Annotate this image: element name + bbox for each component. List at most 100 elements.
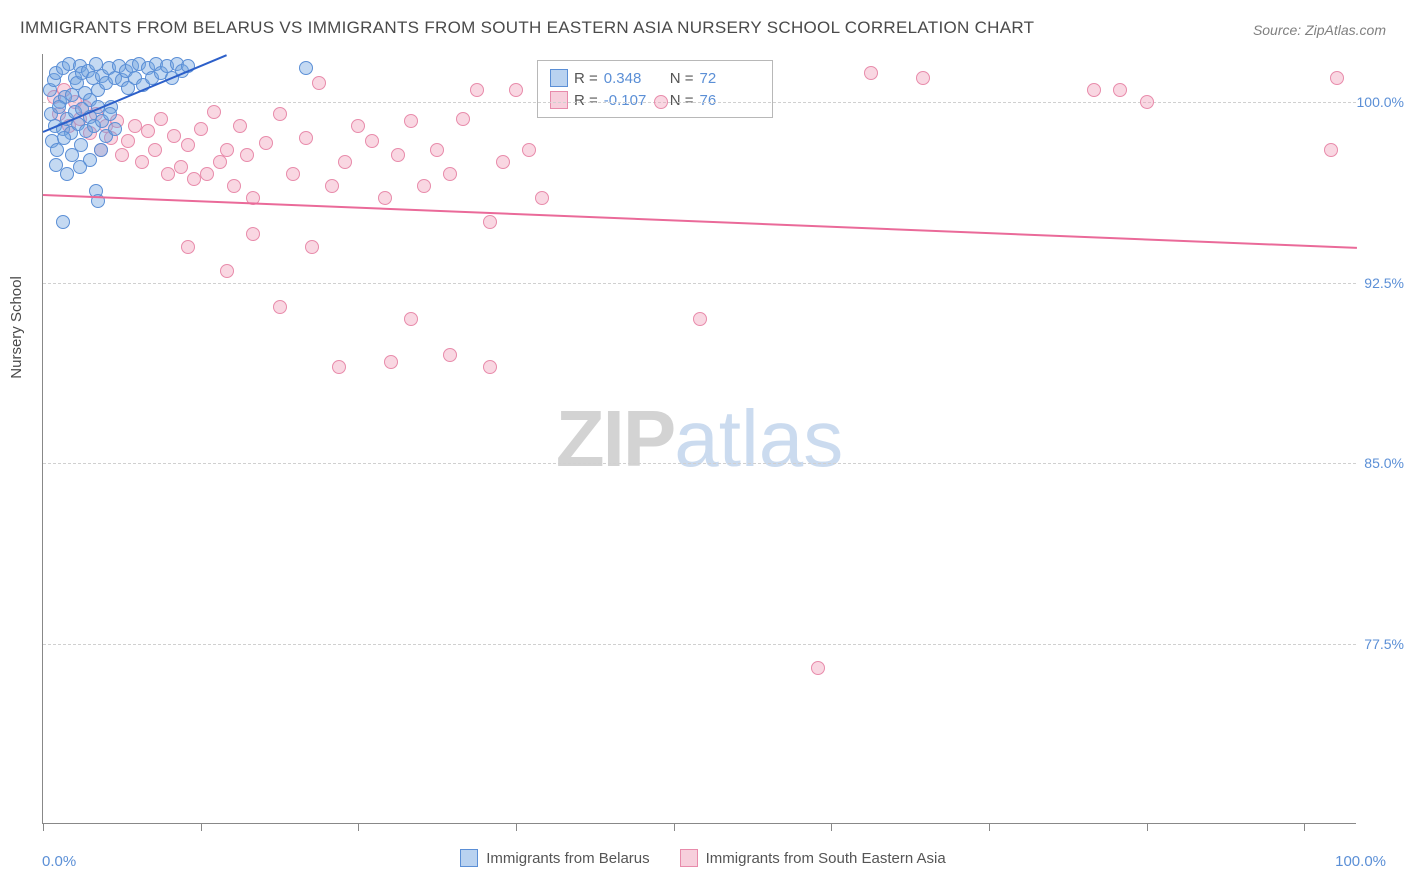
data-point-seasia [167, 129, 181, 143]
data-point-seasia [128, 119, 142, 133]
data-point-belarus [108, 122, 122, 136]
data-point-seasia [299, 131, 313, 145]
data-point-seasia [443, 167, 457, 181]
swatch-pink-icon [550, 91, 568, 109]
data-point-seasia [220, 143, 234, 157]
data-point-seasia [483, 360, 497, 374]
legend-label: Immigrants from Belarus [486, 850, 649, 867]
data-point-seasia [443, 348, 457, 362]
data-point-seasia [312, 76, 326, 90]
data-point-seasia [456, 112, 470, 126]
data-point-seasia [1324, 143, 1338, 157]
data-point-seasia [535, 191, 549, 205]
data-point-seasia [240, 148, 254, 162]
swatch-blue-icon [550, 69, 568, 87]
chart-title: IMMIGRANTS FROM BELARUS VS IMMIGRANTS FR… [20, 18, 1034, 38]
data-point-seasia [496, 155, 510, 169]
x-tick [43, 823, 44, 831]
data-point-seasia [181, 240, 195, 254]
data-point-seasia [325, 179, 339, 193]
data-point-belarus [57, 131, 71, 145]
data-point-seasia [233, 119, 247, 133]
data-point-seasia [384, 355, 398, 369]
data-point-seasia [246, 227, 260, 241]
data-point-seasia [654, 95, 668, 109]
data-point-belarus [299, 61, 313, 75]
n-label: N = [670, 70, 694, 87]
data-point-seasia [693, 312, 707, 326]
gridline-h [43, 102, 1356, 103]
gridline-h [43, 283, 1356, 284]
data-point-seasia [259, 136, 273, 150]
data-point-belarus [56, 215, 70, 229]
data-point-seasia [207, 105, 221, 119]
source-attribution: Source: ZipAtlas.com [1253, 22, 1386, 38]
data-point-seasia [430, 143, 444, 157]
watermark-part1: ZIP [556, 394, 674, 483]
data-point-seasia [404, 114, 418, 128]
data-point-seasia [154, 112, 168, 126]
series-legend: Immigrants from Belarus Immigrants from … [0, 849, 1406, 867]
data-point-seasia [227, 179, 241, 193]
data-point-belarus [74, 138, 88, 152]
x-tick [516, 823, 517, 831]
data-point-belarus [65, 88, 79, 102]
r-label: R = [574, 92, 598, 109]
data-point-seasia [509, 83, 523, 97]
data-point-seasia [351, 119, 365, 133]
r-label: R = [574, 70, 598, 87]
data-point-seasia [483, 215, 497, 229]
data-point-seasia [916, 71, 930, 85]
x-tick [674, 823, 675, 831]
legend-item-belarus: Immigrants from Belarus [460, 849, 649, 867]
data-point-belarus [94, 143, 108, 157]
data-point-belarus [103, 107, 117, 121]
legend-row-belarus: R = 0.348 N = 72 [550, 67, 760, 89]
data-point-seasia [187, 172, 201, 186]
data-point-seasia [365, 134, 379, 148]
data-point-seasia [1113, 83, 1127, 97]
y-axis-title: Nursery School [8, 276, 25, 379]
legend-item-seasia: Immigrants from South Eastern Asia [680, 849, 946, 867]
data-point-belarus [73, 160, 87, 174]
n-value: 72 [700, 70, 760, 87]
data-point-seasia [1330, 71, 1344, 85]
data-point-seasia [286, 167, 300, 181]
data-point-seasia [332, 360, 346, 374]
data-point-seasia [470, 83, 484, 97]
gridline-h [43, 463, 1356, 464]
data-point-seasia [273, 300, 287, 314]
data-point-seasia [391, 148, 405, 162]
x-tick [831, 823, 832, 831]
data-point-belarus [50, 143, 64, 157]
data-point-seasia [161, 167, 175, 181]
n-value: 76 [700, 92, 760, 109]
swatch-blue-icon [460, 849, 478, 867]
y-tick-label: 92.5% [1346, 275, 1404, 291]
data-point-seasia [135, 155, 149, 169]
x-tick [358, 823, 359, 831]
y-tick-label: 85.0% [1346, 455, 1404, 471]
correlation-legend: R = 0.348 N = 72 R = -0.107 N = 76 [537, 60, 773, 118]
data-point-seasia [141, 124, 155, 138]
data-point-seasia [1140, 95, 1154, 109]
data-point-seasia [273, 107, 287, 121]
data-point-seasia [213, 155, 227, 169]
data-point-seasia [378, 191, 392, 205]
data-point-seasia [522, 143, 536, 157]
data-point-seasia [404, 312, 418, 326]
data-point-seasia [338, 155, 352, 169]
legend-label: Immigrants from South Eastern Asia [706, 850, 946, 867]
data-point-seasia [220, 264, 234, 278]
data-point-seasia [864, 66, 878, 80]
x-tick [1304, 823, 1305, 831]
swatch-pink-icon [680, 849, 698, 867]
n-label: N = [670, 92, 694, 109]
trendline-seasia [43, 194, 1357, 249]
data-point-seasia [200, 167, 214, 181]
x-tick [989, 823, 990, 831]
x-tick [1147, 823, 1148, 831]
data-point-seasia [305, 240, 319, 254]
data-point-seasia [121, 134, 135, 148]
r-value: 0.348 [604, 70, 664, 87]
